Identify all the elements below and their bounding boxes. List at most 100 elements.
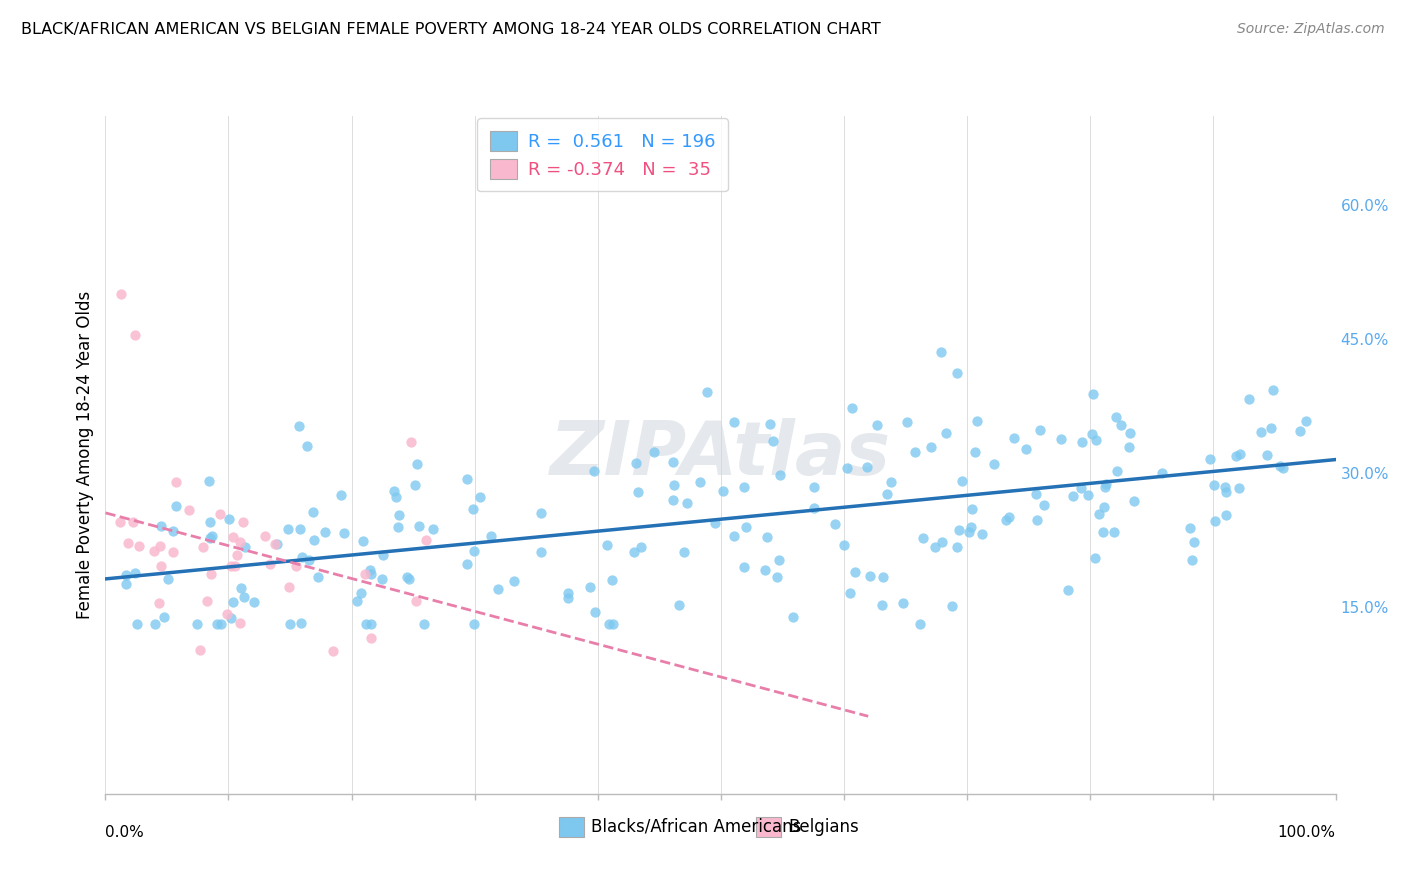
Text: 100.0%: 100.0% <box>1278 825 1336 840</box>
Point <box>1225 449 1247 463</box>
Point <box>266 536 288 550</box>
Point <box>1092 500 1115 514</box>
Text: Belgians: Belgians <box>787 818 859 836</box>
Point <box>201 529 224 543</box>
Point <box>530 506 553 520</box>
Point <box>754 563 776 577</box>
Point <box>198 474 221 488</box>
Point <box>835 460 858 475</box>
Point <box>229 534 252 549</box>
Point <box>950 474 973 488</box>
Point <box>856 459 879 474</box>
Point <box>124 327 146 342</box>
Point <box>1202 478 1225 492</box>
Point <box>723 529 745 543</box>
Point <box>735 520 758 534</box>
Point <box>352 533 374 548</box>
Point <box>904 445 927 459</box>
Point <box>1289 425 1312 439</box>
Point <box>1094 479 1116 493</box>
Point <box>1070 481 1092 495</box>
Point <box>179 503 201 517</box>
Point <box>114 577 136 591</box>
Point <box>186 617 208 632</box>
Point <box>156 572 179 586</box>
Point <box>1095 476 1118 491</box>
Point <box>1227 481 1250 495</box>
Point <box>668 598 690 612</box>
Point <box>598 617 620 632</box>
Point <box>405 458 427 472</box>
Point <box>643 444 665 458</box>
Point <box>880 475 903 490</box>
Point <box>152 610 174 624</box>
Point <box>1015 442 1038 457</box>
Point <box>124 566 146 580</box>
Point <box>142 544 165 558</box>
Point <box>1215 484 1237 499</box>
Point <box>627 485 650 500</box>
Point <box>1102 524 1125 539</box>
Point <box>200 516 222 530</box>
Point <box>689 475 711 490</box>
Point <box>1215 480 1237 494</box>
Point <box>768 553 790 567</box>
Point <box>832 538 855 552</box>
Point <box>1215 508 1237 522</box>
Point <box>600 573 623 587</box>
Point <box>623 545 645 559</box>
Point <box>1025 513 1047 527</box>
Point <box>1084 434 1107 448</box>
Point <box>190 643 212 657</box>
Point <box>723 415 745 429</box>
Point <box>696 385 718 400</box>
Point <box>782 609 804 624</box>
Point <box>733 480 755 494</box>
Point <box>624 456 647 470</box>
Point <box>935 425 957 440</box>
Point <box>662 478 685 492</box>
Point <box>360 617 382 632</box>
Point <box>1105 409 1128 424</box>
Point <box>1263 384 1285 398</box>
Point <box>143 617 166 632</box>
Point <box>1062 489 1084 503</box>
Point <box>870 598 893 612</box>
Point <box>1182 534 1205 549</box>
Point <box>1178 521 1201 535</box>
Point <box>150 519 173 533</box>
Point <box>970 526 993 541</box>
Point <box>233 541 256 555</box>
Point <box>298 553 321 567</box>
Text: 0.0%: 0.0% <box>105 825 145 840</box>
Point <box>1028 424 1050 438</box>
Point <box>596 537 619 551</box>
Point <box>578 580 600 594</box>
Point <box>122 515 145 529</box>
Point <box>965 445 987 459</box>
Point <box>371 548 394 562</box>
Point <box>346 594 368 608</box>
Point <box>333 526 356 541</box>
Point <box>966 414 988 428</box>
Point <box>602 617 624 632</box>
Point <box>301 505 323 519</box>
Point <box>1080 426 1102 441</box>
Point <box>662 455 685 469</box>
Point <box>322 644 344 658</box>
Point <box>946 540 969 554</box>
Point <box>530 544 553 558</box>
Point <box>662 493 685 508</box>
Point <box>330 488 353 502</box>
Point <box>1272 460 1295 475</box>
Point <box>277 522 299 536</box>
Point <box>232 515 254 529</box>
Point <box>733 559 755 574</box>
Point <box>307 570 329 584</box>
Point <box>221 611 243 625</box>
Point <box>225 548 247 562</box>
Point <box>412 617 434 632</box>
Point <box>191 540 214 554</box>
Point <box>166 475 188 490</box>
Point <box>583 605 606 619</box>
